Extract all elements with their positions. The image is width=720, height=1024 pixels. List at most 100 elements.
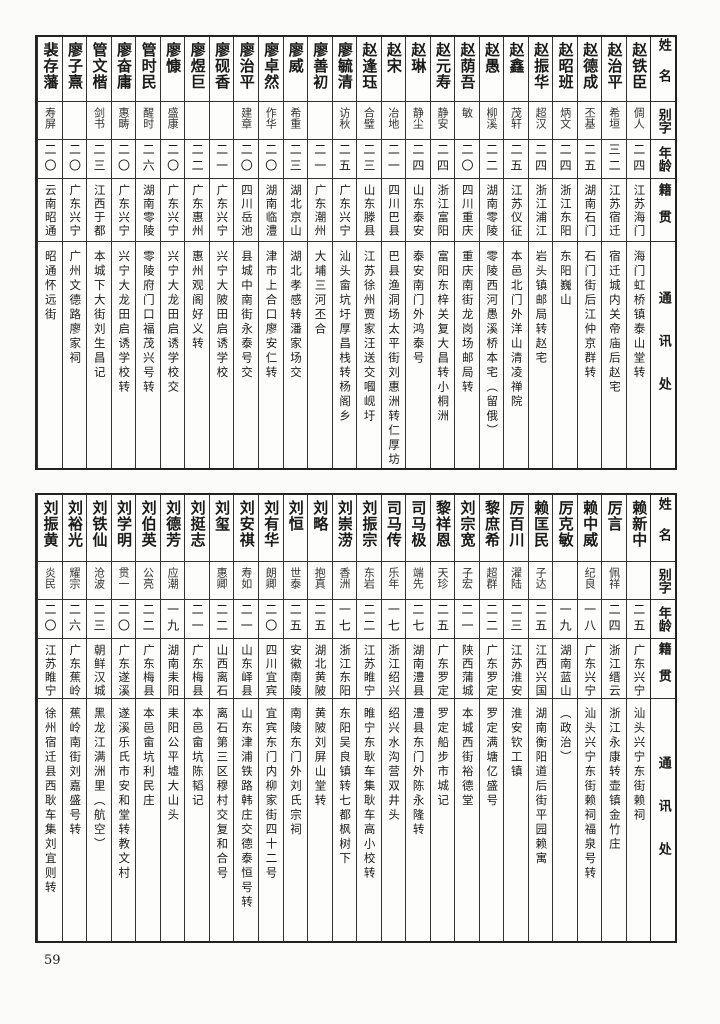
person-alias: 子宏 [455, 562, 479, 600]
person-alias: 希垣 [602, 102, 626, 140]
person-alias: 访秋 [332, 102, 357, 140]
person-alias: 寿如 [234, 562, 258, 600]
person-name: 厉百川 [504, 495, 528, 562]
person-column: 赵荫吾敏二〇 四川重庆 重庆南街龙岗场邮局转 [454, 37, 479, 468]
person-address: 江苏徐州贾家汪送交嘓岘圩 [362, 250, 377, 424]
person-origin: 湖南蓝山 [553, 639, 577, 699]
person-name: 赵鑫 [504, 37, 528, 102]
person-origin: 江苏睢宁 [357, 639, 381, 699]
person-alias: 抱真 [308, 562, 332, 600]
person-column: 廖子熹 二〇 广东兴宁 广州文德路廖家祠 [61, 37, 87, 468]
header-origin: 籍贯 [651, 179, 675, 242]
person-address: 耒阳公平墟大山头 [166, 707, 181, 823]
person-alias: 公亮 [136, 562, 160, 600]
person-origin: 江苏海门 [626, 179, 651, 242]
person-origin: 广东蕉岭 [62, 639, 87, 699]
person-name: 厉克敏 [553, 495, 577, 562]
person-alias: 剑书 [87, 102, 111, 140]
person-origin: 江西于都 [87, 179, 111, 242]
person-age: 二一 [234, 600, 258, 639]
person-origin: 广东遂溪 [111, 639, 136, 699]
header-age: 年龄 [651, 140, 675, 179]
person-name: 刘恒 [283, 495, 308, 562]
person-age: 二一 [308, 140, 332, 179]
person-address: 岩头镇邮局转赵宅 [534, 250, 549, 366]
header-age: 年龄 [651, 600, 675, 639]
person-origin: 江苏睢宁 [38, 639, 62, 699]
person-age: 二三 [87, 140, 111, 179]
person-alias: 惠畴 [111, 102, 136, 140]
person-origin: 朝鲜汉城 [87, 639, 111, 699]
person-age: 二五 [626, 600, 651, 639]
person-address: 黄陂刘屏山堂转 [313, 707, 328, 809]
person-age: 二〇 [111, 140, 136, 179]
person-column: 刘振宗 东岩 二二 江苏睢宁 睢宁东耿车集耿车高小校转 [356, 495, 381, 941]
person-age: 二三 [357, 140, 381, 179]
person-address: 零陵西河愚溪桥本宅（留俄） [485, 250, 500, 439]
person-address: 湖南衡阳道后街平园赖寓 [534, 707, 549, 867]
person-origin: 云南昭通 [38, 179, 62, 242]
person-origin: 江苏淮安 [504, 639, 528, 699]
person-alias: 乐年 [381, 562, 406, 600]
person-column: 黎祥恩 天珍 二五 广东罗定 罗定船步市城记 [429, 495, 455, 941]
person-origin: 湖北黄陂 [308, 639, 332, 699]
person-age: 一七 [381, 600, 406, 639]
person-address: 富阳东梓关复大昌转小桐洲 [436, 250, 451, 424]
person-age: 二六 [136, 140, 160, 179]
person-age: 二四 [430, 140, 455, 179]
person-address: 东阳吴良镇转七都枫树下 [338, 707, 353, 867]
person-alias: 端先 [406, 562, 430, 600]
person-name: 廖奋庸 [111, 37, 136, 102]
person-address: 离石第三区穆村交复和合号 [215, 707, 230, 881]
person-address: 零陵府门口福茂兴号转 [141, 250, 156, 395]
person-origin: 广东兴宁 [62, 179, 87, 242]
person-alias: 敏 [455, 102, 479, 140]
person-column: 赵振华 超汉 二四 浙江浦江 岩头镇邮局转赵宅 [527, 37, 553, 468]
person-address: 澧县东门外陈永隆转 [411, 707, 426, 838]
person-name: 赵愚 [479, 37, 504, 102]
person-origin: 浙江浦江 [528, 179, 553, 242]
person-column: 赵昭班 炳文 二四 浙江东阳 东阳巍山 [552, 37, 577, 468]
person-address: 绍兴水沟营双井头 [387, 707, 402, 823]
person-address: 汕头兴宁东街赖祠福泉号转 [583, 707, 598, 881]
person-name: 廖煜巨 [185, 37, 209, 102]
person-address: 淮安钦工镇 [509, 707, 524, 780]
person-name: 刘玺 [209, 495, 234, 562]
person-origin: 广东兴宁 [160, 179, 185, 242]
person-age: 二一 [381, 140, 406, 179]
person-origin: 江苏仪征 [504, 179, 528, 242]
person-column: 赵琳 静尘 二四 山东泰安 泰安南门外鸿泰号 [405, 37, 430, 468]
person-age: 二〇 [160, 140, 185, 179]
person-name: 刘德芳 [160, 495, 185, 562]
person-alias: 静尘 [406, 102, 430, 140]
person-name: 廖卓然 [258, 37, 283, 102]
person-column: 刘略 抱真 二五 湖北黄陂 黄陂刘屏山堂转 [307, 495, 332, 941]
person-name: 刘学明 [111, 495, 136, 562]
person-address: 昭通怀远街 [43, 250, 58, 323]
person-address: 泰安南门外鸿泰号 [411, 250, 426, 366]
person-address: 石门街后江仲京群转 [583, 250, 598, 381]
person-age: 二二 [479, 600, 504, 639]
person-origin: 山东滕县 [357, 179, 381, 242]
person-alias: 东岩 [357, 562, 381, 600]
person-column: 刘铁仙 沧波 二三 朝鲜汉城 黑龙江满洲里（航空） [86, 495, 111, 941]
person-column: 赵愚 柳溪 二二 湖南零陵 零陵西河愚溪桥本宅（留俄） [478, 37, 504, 468]
person-address: 大埔三河丕合 [313, 250, 328, 337]
person-alias [62, 102, 87, 140]
roster-table-top: 姓名 别字 年龄 籍贯 通讯处 赵铁臣 倜人 二四 江苏海门 海门虹桥镇泰山堂转 赵治平 希垣 三二 江苏… [35, 35, 677, 470]
person-origin: 湖南零陵 [479, 179, 504, 242]
person-alias: 茂轩 [504, 102, 528, 140]
person-column: 廖煜巨 二二 广东惠州 惠州观阁好义转 [184, 37, 209, 468]
person-alias [308, 102, 332, 140]
person-address: 宜宾东门内柳家街四十二号 [264, 707, 279, 881]
person-address: 本邑北门外洋山清凌禅院 [509, 250, 524, 410]
person-age: 二五 [430, 600, 455, 639]
person-alias: 纪良 [577, 562, 602, 600]
person-address: 浙江永康转壶镇金竹庄 [607, 707, 622, 852]
person-age: 二五 [332, 140, 357, 179]
person-alias: 朗卿 [258, 562, 283, 600]
person-alias: 静安 [430, 102, 455, 140]
person-column: 廖毓清 访秋 二五 广东兴宁 汕头畲坑圩厚昌栈转杨阁乡 [331, 37, 357, 468]
person-alias: 耀宗 [62, 562, 87, 600]
person-age: 二〇 [38, 140, 62, 179]
